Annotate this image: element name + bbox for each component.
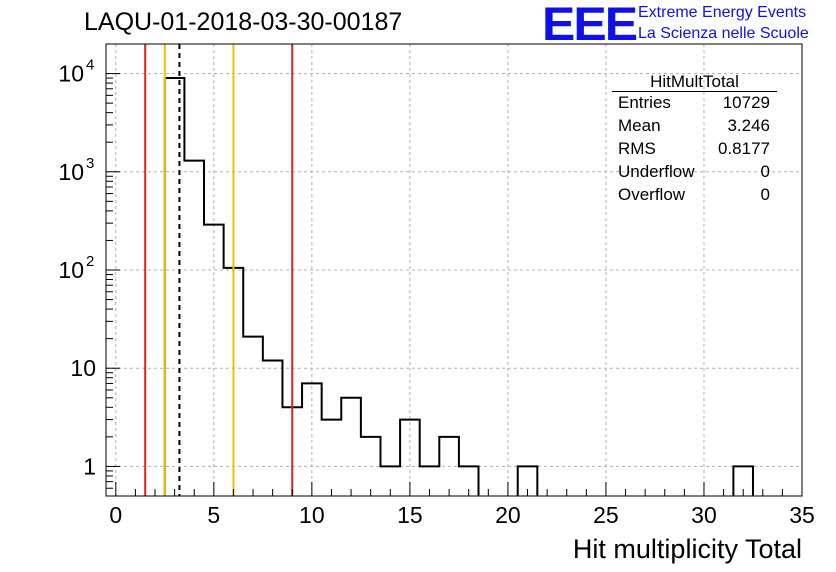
plot-title: LAQU-01-2018-03-30-00187: [84, 8, 403, 36]
x-axis-label: Hit multiplicity Total: [572, 534, 802, 564]
stats-value: 0: [760, 162, 770, 181]
stats-value: 10729: [722, 93, 770, 112]
y-tick-label: 10: [58, 257, 84, 283]
x-tick-label: 0: [109, 502, 122, 528]
x-tick-label: 10: [299, 502, 325, 528]
x-tick-label: 15: [397, 502, 423, 528]
stats-label: Overflow: [618, 185, 686, 204]
x-tick-label: 25: [593, 502, 619, 528]
eee-logo: EEE: [542, 0, 638, 51]
stats-row-mean: Mean 3.246: [618, 116, 770, 138]
stats-box-rule: [612, 91, 777, 92]
stats-label: Mean: [618, 116, 661, 135]
stats-row-rms: RMS 0.8177: [618, 139, 770, 161]
y-tick-exponent: 2: [86, 253, 94, 270]
stats-value: 0: [760, 185, 770, 204]
x-tick-label: 30: [691, 502, 717, 528]
y-tick-exponent: 3: [86, 155, 94, 172]
stats-label: Underflow: [618, 162, 695, 181]
x-tick-label: 5: [207, 502, 220, 528]
y-tick-label: 1: [83, 453, 96, 479]
stats-row-entries: Entries 10729: [618, 93, 770, 115]
logo-line-1: Extreme Energy Events: [638, 4, 807, 21]
histogram-series: [163, 77, 754, 496]
x-tick-label: 20: [495, 502, 521, 528]
stats-value: 3.246: [727, 116, 770, 135]
stats-label: RMS: [618, 139, 656, 158]
stats-label: Entries: [618, 93, 671, 112]
y-tick-label: 10: [70, 355, 96, 381]
stats-value: 0.8177: [718, 139, 770, 158]
stats-row-overflow: Overflow 0: [618, 185, 770, 207]
stats-box-title: HitMultTotal: [650, 72, 739, 91]
y-tick-label: 10: [58, 159, 84, 185]
y-tick-exponent: 4: [86, 57, 94, 74]
y-tick-label: 10: [58, 61, 84, 87]
x-tick-label: 35: [789, 502, 815, 528]
logo-line-2: La Scienza nelle Scuole: [638, 25, 809, 42]
stats-row-underflow: Underflow 0: [618, 162, 770, 184]
